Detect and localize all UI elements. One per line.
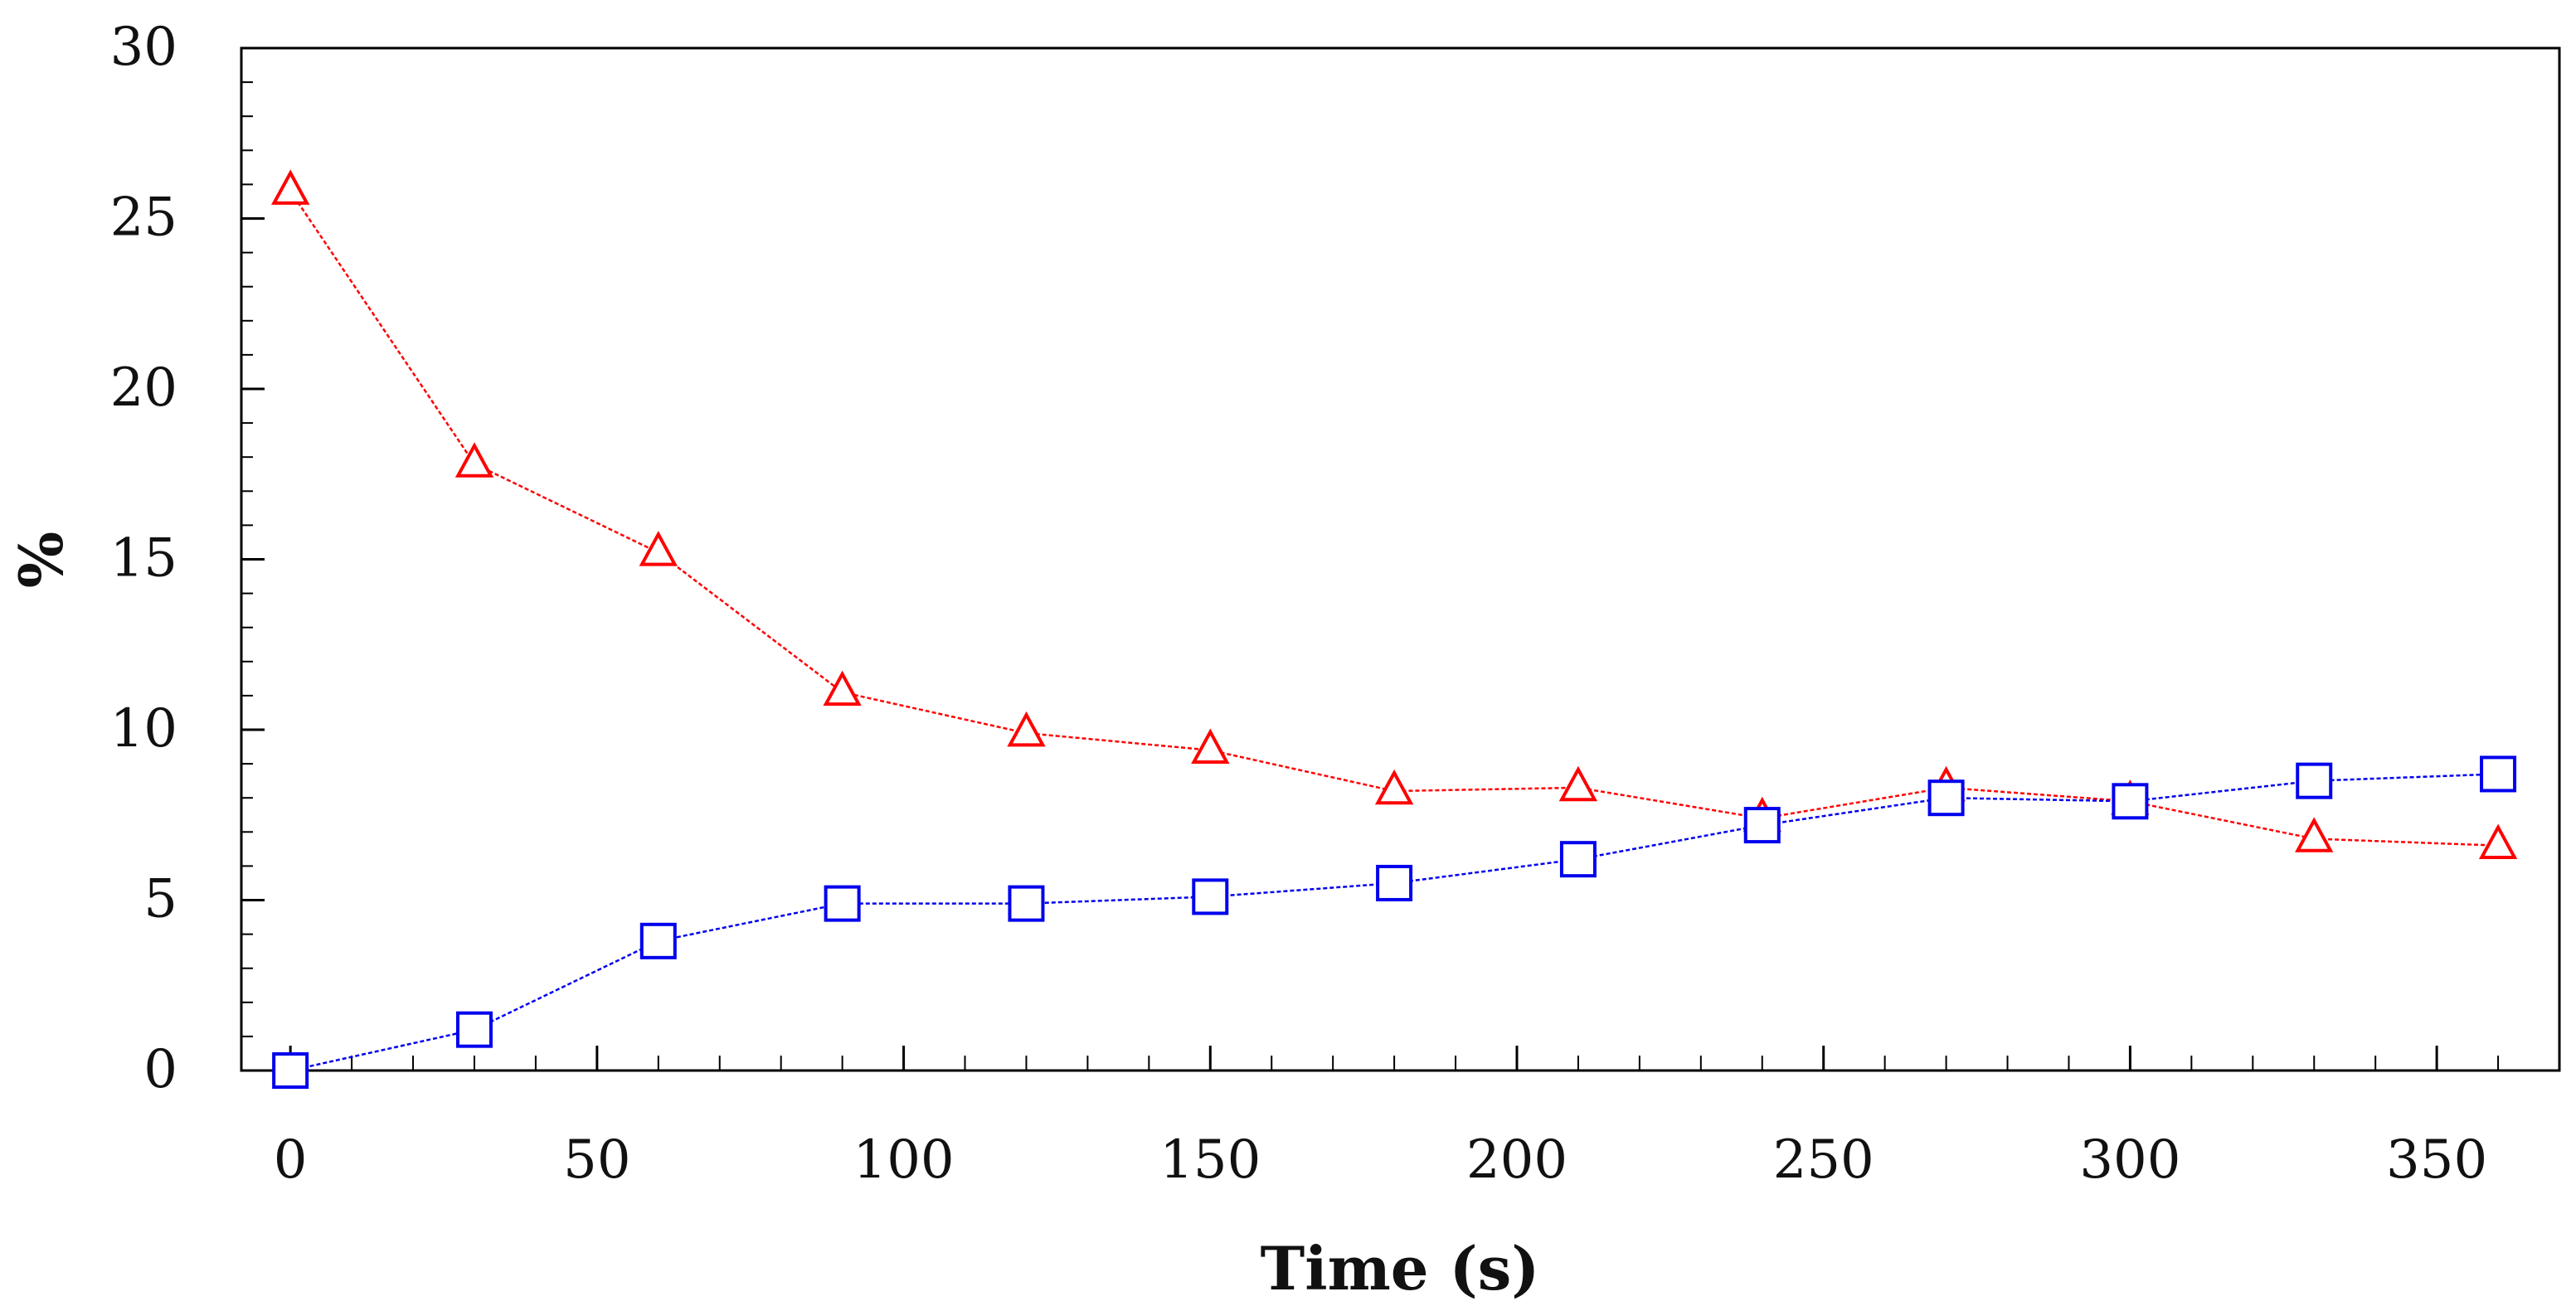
data-point-triangle [823,670,862,706]
y-tick-label: 20 [110,357,177,419]
data-point-square [455,1011,493,1048]
x-tick-label: 250 [1773,1129,1874,1191]
y-tick-label: 0 [143,1039,177,1100]
x-tick-label: 50 [563,1129,630,1191]
data-point-square [1376,864,1413,901]
series-triangles [271,169,2518,859]
data-point-square [1192,878,1229,915]
data-point-square [1559,841,1597,878]
data-point-triangle [271,169,310,205]
data-point-triangle [2295,817,2334,852]
x-tick-label: 0 [274,1129,308,1191]
data-point-triangle [1558,765,1598,802]
x-axis: 0 50 100 150 200 250 300 350 [274,1046,2560,1191]
x-tick-label: 150 [1159,1129,1261,1191]
y-tick-label: 5 [143,869,177,930]
data-point-square [272,1052,309,1089]
data-point-square [2112,783,2149,820]
data-point-triangle [2478,823,2518,859]
series-line-triangles [289,190,2499,847]
data-point-square [1743,807,1781,844]
data-point-triangle [1374,769,1414,805]
data-point-triangle [639,531,678,566]
data-point-square [1927,779,1965,817]
plot-frame [240,46,2561,1072]
y-tick-label: 10 [110,698,177,760]
y-tick-label: 15 [110,528,177,590]
x-tick-label: 300 [2079,1129,2180,1191]
series-line-squares [289,773,2499,1072]
x-tick-label: 350 [2386,1129,2487,1191]
y-axis: 0 5 10 15 20 25 30 [110,17,265,1100]
x-tick-label: 200 [1466,1129,1567,1191]
data-point-triangle [1007,711,1046,747]
data-point-triangle [454,442,494,478]
y-tick-label: 25 [110,187,177,249]
x-axis-title: Time (s) [1261,1233,1540,1304]
series-layer [271,169,2518,1089]
data-point-square [2296,762,2333,799]
y-axis-title: % [6,532,76,588]
series-squares [272,755,2517,1089]
data-point-triangle [1191,728,1230,764]
y-tick-label: 30 [110,17,177,78]
x-tick-label: 100 [853,1129,954,1191]
data-point-square [2480,755,2517,793]
data-point-square [639,922,677,959]
data-point-square [824,885,861,922]
data-point-square [1008,885,1045,922]
